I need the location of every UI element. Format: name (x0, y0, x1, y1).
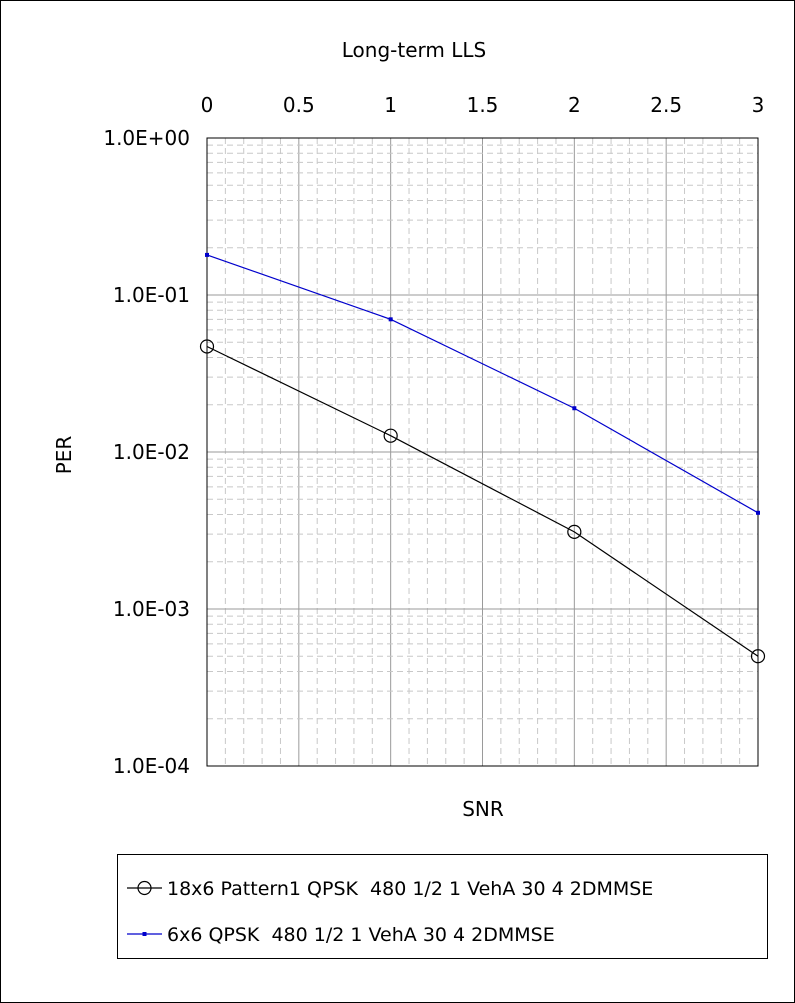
data-point (572, 406, 577, 411)
legend-marker (137, 880, 152, 896)
y-tick-label: 1.0E+00 (103, 126, 190, 150)
plot-border (206, 137, 759, 767)
x-tick-label: 2.5 (650, 93, 682, 117)
grid (207, 138, 758, 766)
legend-label: 18x6 Pattern1 QPSK 480 1/2 1 VehA 30 4 2… (167, 878, 653, 900)
y-tick-label: 1.0E-01 (113, 283, 190, 307)
x-tick-label: 3 (752, 93, 765, 117)
legend (117, 854, 768, 959)
x-tick-label: 1 (384, 93, 397, 117)
y-tick-label: 1.0E-02 (113, 440, 190, 464)
y-tick-label: 1.0E-04 (113, 754, 190, 778)
tick-labels: 0 0.5 1 1.5 2 2.5 3 1.0E+00 1.0E-01 1.0E-02 1.0E-0… (103, 93, 764, 778)
series-line-1 (206, 345, 759, 657)
x-tick-label: 2 (568, 93, 581, 117)
legend-label: 6x6 QPSK 480 1/2 1 VehA 30 4 2DMMSE (167, 924, 555, 946)
data-point (388, 317, 393, 322)
chart-title: Long-term LLS (342, 38, 486, 62)
x-tick-label: 1.5 (467, 93, 499, 117)
data-point (750, 649, 766, 664)
data-point (756, 510, 760, 515)
x-axis-label: SNR (462, 797, 504, 821)
data-point (199, 339, 215, 354)
x-tick-label: 0 (201, 93, 214, 117)
data-point (567, 524, 582, 539)
series-line-2 (206, 254, 759, 514)
legend-entries: 18x6 Pattern1 QPSK 480 1/2 1 VehA 30 4 2… (127, 878, 653, 946)
series-layer (199, 252, 766, 664)
x-tick-label: 0.5 (283, 93, 315, 117)
y-tick-label: 1.0E-03 (113, 597, 190, 621)
data-point (205, 252, 209, 257)
y-axis-label: PER (52, 436, 76, 475)
legend-marker (142, 932, 147, 936)
data-point (383, 428, 398, 443)
